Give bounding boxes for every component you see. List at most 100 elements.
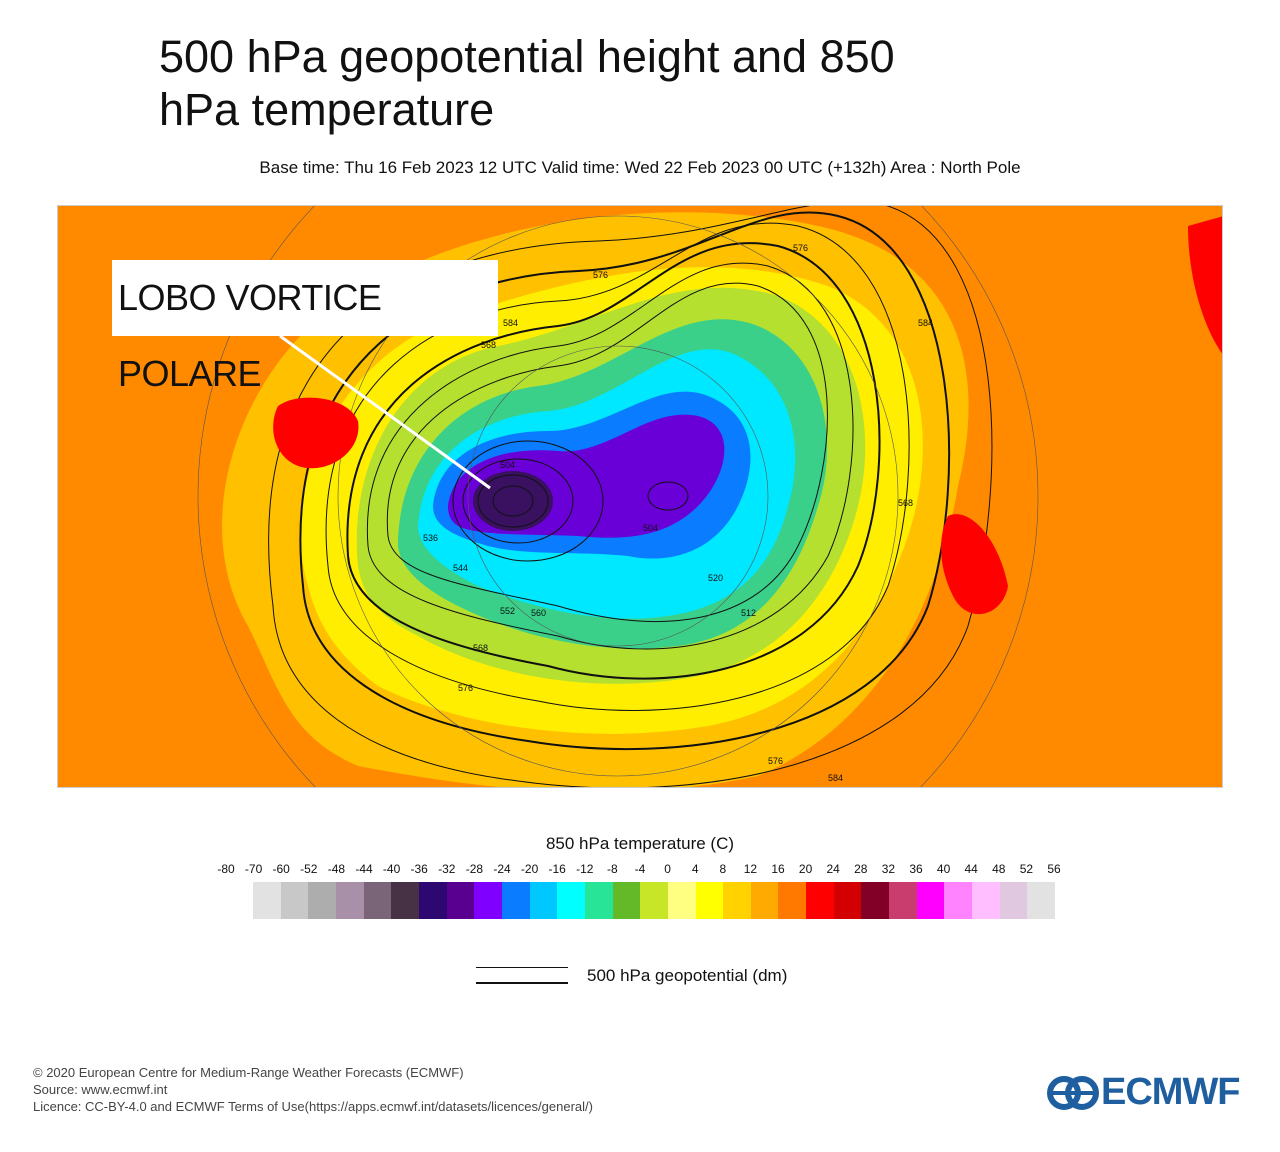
colorbar-tick-label: 4: [691, 862, 699, 876]
colorbar-tick-label: 44: [964, 862, 978, 876]
colorbar-tick-label: 0: [664, 862, 671, 876]
colorbar-swatch: [363, 882, 392, 919]
colorbar-swatch: [695, 882, 724, 919]
colorbar-swatch: [308, 882, 336, 919]
colorbar-swatch: [474, 882, 502, 919]
colorbar-tick-label: -8: [607, 862, 618, 876]
contour-label: 544: [453, 563, 468, 573]
contour-label: 584: [503, 318, 518, 328]
contour-label: 520: [708, 573, 723, 583]
colorbar-swatch: [916, 882, 945, 919]
colorbar-tick-label: 24: [826, 862, 840, 876]
colorbar-tick-label: -28: [465, 862, 484, 876]
colorbar-tick-label: -24: [493, 862, 511, 876]
contour-label: 560: [531, 608, 546, 618]
colorbar-tick-label: 32: [881, 862, 896, 876]
contour-label: 584: [918, 318, 933, 328]
chart-subtitle: Base time: Thu 16 Feb 2023 12 UTC Valid …: [259, 158, 1021, 177]
ecmwf-logo: ECMWF: [1047, 1071, 1241, 1114]
contour-label: 504: [643, 523, 658, 533]
colorbar-swatch: [446, 882, 475, 919]
colorbar-labels: -80 -70 -60 -52 -48 -44 -40 -36 -32 -28 -24 -20 -16-…: [0, 862, 1280, 878]
colorbar-tick-label: -32: [438, 862, 456, 876]
colorbar-swatch: [750, 882, 779, 919]
colorbar-tick-label: -20: [520, 862, 539, 876]
colorbar-tick-label: -44: [355, 862, 373, 876]
colorbar-swatch: [253, 882, 281, 919]
colorbar-swatch: [335, 882, 364, 919]
latitude-circles: [197, 206, 1039, 787]
colorbar-swatch: [889, 882, 917, 919]
contour-label: 552: [500, 606, 515, 616]
colorbar-tick-label: 28: [854, 862, 868, 876]
colorbar-swatch: [557, 882, 585, 919]
colorbar-tick-label: -40: [382, 862, 401, 876]
colorbar-tick-label: -70: [244, 862, 263, 876]
licence: Licence: CC-BY-4.0 and ECMWF Terms of Us…: [33, 1099, 593, 1114]
colorbar-swatch: [584, 882, 613, 919]
warm-anomalies: [273, 216, 1222, 615]
colorbar: [253, 882, 1056, 919]
contour-labels: 584 568 576 576 584 504 504 512 520 536 …: [423, 243, 933, 783]
logo-text: ECMWF: [1101, 1071, 1241, 1113]
colorbar-swatch: [612, 882, 641, 919]
colorbar-swatch: [972, 882, 1000, 919]
colorbar-swatch: [529, 882, 558, 919]
contour-label: 576: [458, 683, 473, 693]
colorbar-swatch: [806, 882, 834, 919]
contour-label: 504: [500, 460, 515, 470]
colorbar-swatch: [778, 882, 807, 919]
colorbar-swatch: [723, 882, 751, 919]
source: Source: www.ecmwf.int: [33, 1082, 168, 1097]
colorbar-tick-label: -16: [548, 862, 566, 876]
forecast-map[interactable]: 584 568 576 576 584 504 504 512 520 536 …: [57, 205, 1223, 788]
footer: © 2020 European Centre for Medium-Range …: [33, 1064, 593, 1115]
chart-title: 500 hPa geopotential height and 850 hPa …: [159, 31, 895, 135]
colorbar-swatch: [1027, 882, 1056, 919]
colorbar-tick-label: -36: [410, 862, 428, 876]
contour-label: 576: [793, 243, 808, 253]
colorbar-swatch: [640, 882, 668, 919]
ecmwf-logo-icon: [1047, 1075, 1099, 1110]
colorbar-tick-label: -80: [217, 862, 235, 876]
legend-thick-line: [476, 982, 568, 984]
legend-thin-line: [476, 967, 568, 968]
contour-label: 576: [768, 756, 783, 766]
colorbar-swatch: [501, 882, 530, 919]
colorbar-title: 850 hPa temperature (C): [545, 834, 735, 853]
colorbar-tick-label: 36: [909, 862, 923, 876]
colorbar-tick-label: 8: [719, 862, 727, 876]
colorbar-swatch: [833, 882, 862, 919]
colorbar-swatch: [418, 882, 447, 919]
colorbar-swatch: [280, 882, 309, 919]
colorbar-swatch: [944, 882, 973, 919]
annotation-pointer: [279, 334, 491, 490]
colorbar-tick-label: 12: [743, 862, 758, 876]
colorbar-tick-label: -60: [272, 862, 290, 876]
colorbar-tick-label: -4: [634, 862, 646, 876]
colorbar-tick-label: -48: [327, 862, 346, 876]
colorbar-tick-label: 48: [992, 862, 1006, 876]
contour-label: 576: [593, 270, 608, 280]
colorbar-swatch: [861, 882, 890, 919]
colorbar-swatch: [667, 882, 696, 919]
colorbar-swatch: [391, 882, 419, 919]
colorbar-tick-label: 20: [798, 862, 813, 876]
contour-label: 512: [741, 608, 756, 618]
contour-label: 568: [481, 340, 496, 350]
contour-label: 568: [473, 643, 488, 653]
contour-label: 584: [828, 773, 843, 783]
legend-label: 500 hPa geopotential (dm): [587, 966, 788, 985]
colorbar-tick-label: 52: [1019, 862, 1034, 876]
contour-label: 568: [898, 498, 913, 508]
copyright: © 2020 European Centre for Medium-Range …: [33, 1065, 464, 1080]
colorbar-tick-label: -12: [576, 862, 594, 876]
colorbar-swatch: [999, 882, 1028, 919]
annotation-label: LOBO VORTICE POLARE: [112, 260, 498, 394]
colorbar-tick-label: 16: [771, 862, 785, 876]
colorbar-tick-label: 40: [936, 862, 951, 876]
vortex-lobe-center: [473, 471, 553, 531]
colorbar-tick-label: -52: [300, 862, 318, 876]
colorbar-tick-label: 56: [1047, 862, 1061, 876]
map-canvas: 584 568 576 576 584 504 504 512 520 536 …: [58, 206, 1222, 787]
